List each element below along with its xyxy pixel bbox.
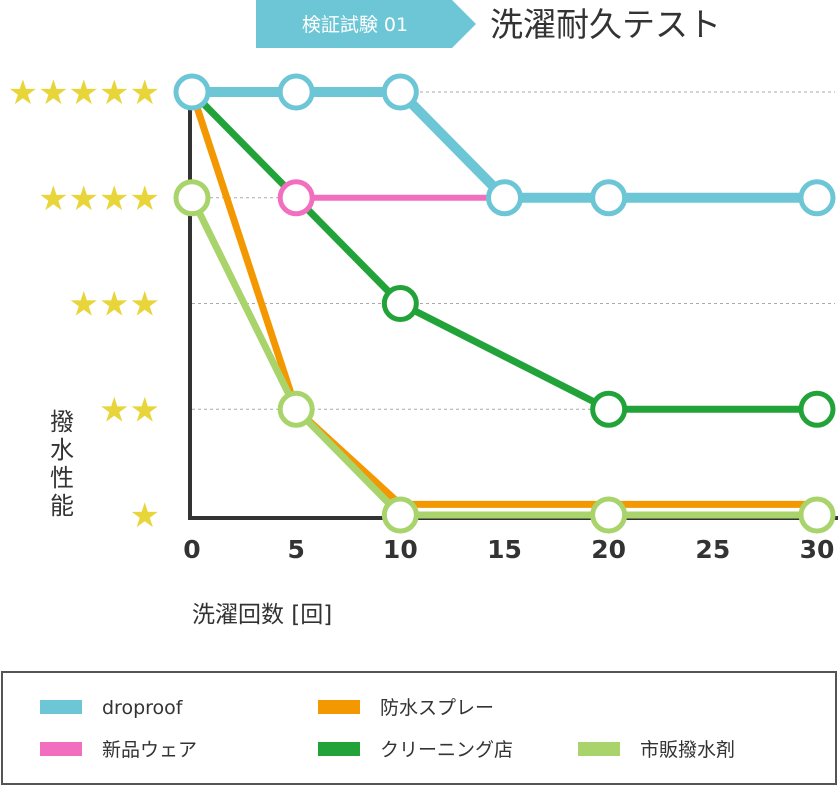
svg-text:撥水性能: 撥水性能 xyxy=(50,408,74,520)
data-point xyxy=(486,179,523,217)
legend-label: 防水スプレー xyxy=(380,697,494,719)
data-point xyxy=(173,179,211,217)
legend-swatch xyxy=(318,742,360,756)
series-line-2 xyxy=(188,88,821,413)
series-line-3 xyxy=(188,88,821,508)
legend-label: droproof xyxy=(102,697,184,719)
x-tick-label: 10 xyxy=(383,535,418,564)
data-point xyxy=(590,390,628,428)
data-point xyxy=(798,390,836,428)
legend-swatch xyxy=(578,742,620,756)
x-tick-label: 25 xyxy=(695,535,730,564)
header-badge xyxy=(256,0,476,48)
y-tick-label: ★★★★ xyxy=(38,179,160,219)
x-tick-label: 0 xyxy=(183,535,200,564)
y-axis-label: 撥水性能 xyxy=(50,408,74,520)
x-tick-label: 30 xyxy=(800,535,835,564)
x-tick-label: 20 xyxy=(591,535,626,564)
legend-label: 新品ウェア xyxy=(102,739,197,761)
data-point xyxy=(277,390,315,428)
y-axis-label-char: 撥 xyxy=(50,408,74,436)
legend-box xyxy=(1,671,837,785)
y-tick-label: ★★★ xyxy=(69,285,160,325)
data-point xyxy=(798,179,836,217)
x-tick-labels: 0 5 10 15 20 25 30 xyxy=(183,535,834,564)
data-point xyxy=(381,496,419,534)
data-point xyxy=(277,73,315,111)
x-tick-label: 5 xyxy=(287,535,304,564)
legend-swatch xyxy=(318,700,360,714)
y-tick-labels: ★★★★★★★★★★★★★★★ xyxy=(8,73,160,536)
y-axis-label-char: 水 xyxy=(50,436,74,464)
y-tick-label: ★★★★★ xyxy=(8,73,160,113)
legend-swatch xyxy=(40,742,82,756)
x-axis-label: 洗濯回数 [回] xyxy=(192,602,332,628)
data-point xyxy=(381,73,419,111)
legend-label: クリーニング店 xyxy=(380,739,513,761)
data-point xyxy=(381,285,419,322)
header-badge-text: 検証試験 01 xyxy=(302,14,408,36)
data-point xyxy=(798,496,836,534)
chart-title: 洗濯耐久テスト xyxy=(490,5,721,44)
y-axis-label-char: 性 xyxy=(50,464,74,492)
data-point xyxy=(590,179,628,217)
data-point xyxy=(277,179,315,217)
legend-swatch xyxy=(40,700,82,714)
data-point xyxy=(173,73,211,111)
data-point xyxy=(590,496,628,534)
series-markers xyxy=(173,73,836,534)
y-tick-label: ★★ xyxy=(99,390,160,430)
y-tick-label: ★ xyxy=(130,496,160,536)
y-axis-label-char: 能 xyxy=(50,492,74,520)
x-tick-label: 15 xyxy=(487,535,522,564)
legend-label: 市販撥水剤 xyxy=(640,739,735,761)
header: 検証試験 01 洗濯耐久テスト xyxy=(256,0,721,48)
